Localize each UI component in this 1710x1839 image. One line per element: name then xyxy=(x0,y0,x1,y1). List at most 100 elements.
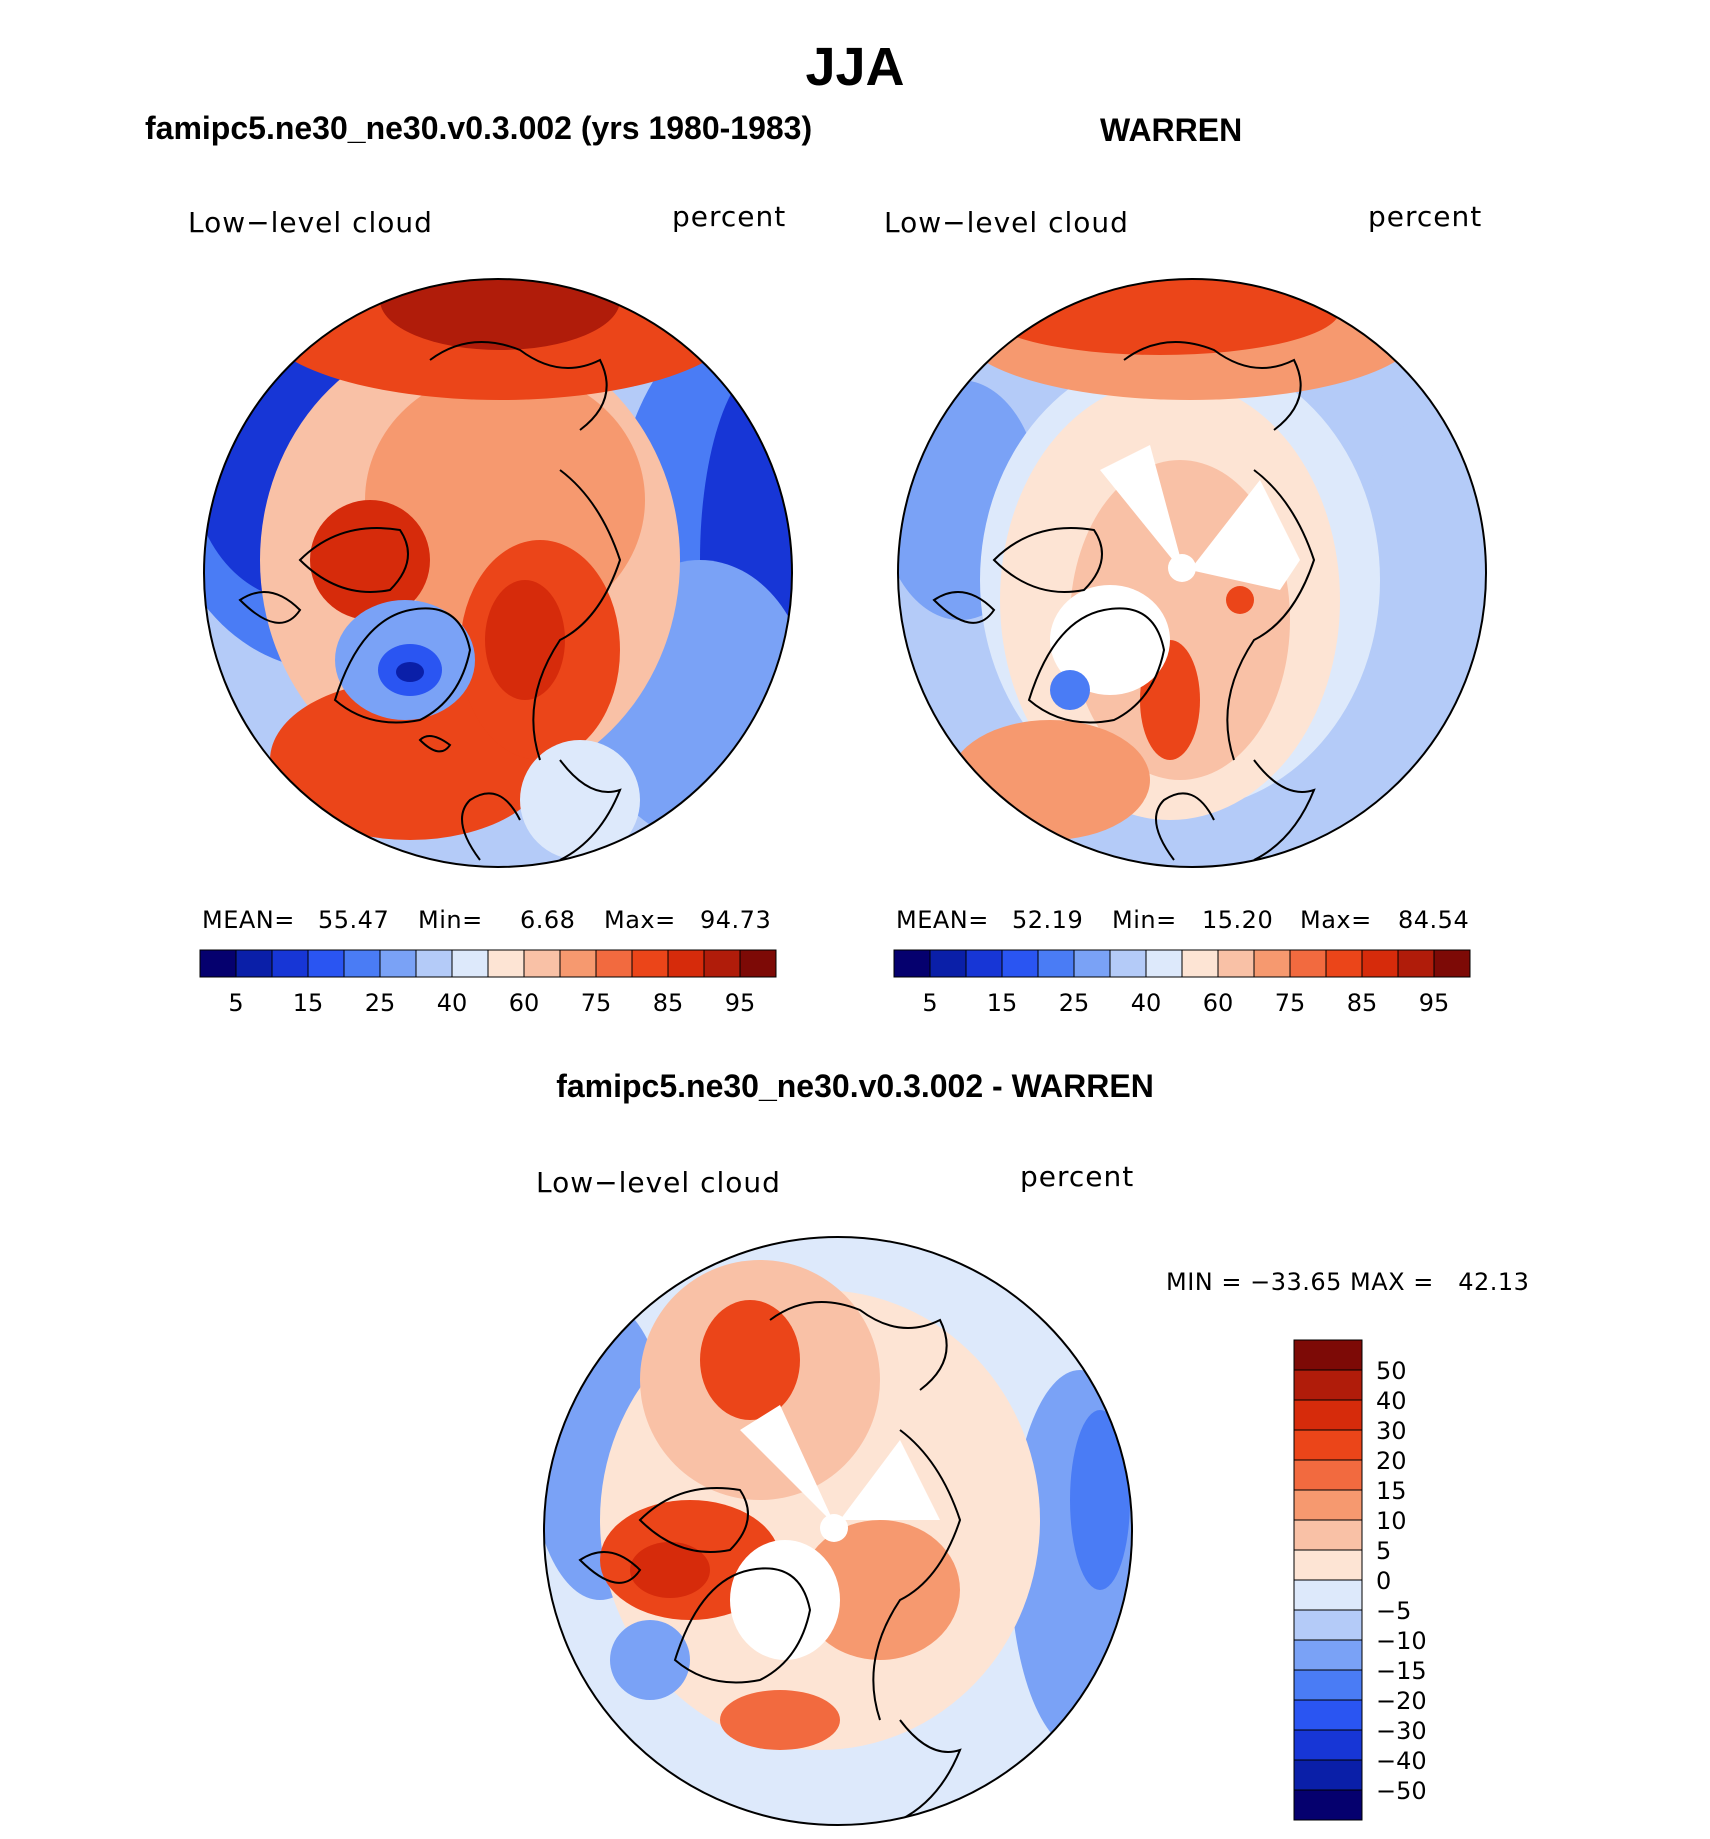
panel-1-mean-value: 55.47 xyxy=(318,906,390,934)
panel-1-colorbar-tick-label: 25 xyxy=(365,989,396,1017)
panel-3-colorbar-tick-label: 10 xyxy=(1376,1507,1407,1535)
panel-3-colorbar-swatch xyxy=(1293,1339,1363,1371)
panel-1-max-value: 94.73 xyxy=(700,906,772,934)
panel-1-colorbar-swatch xyxy=(307,949,345,978)
panel-3-colorbar-tick-label: −20 xyxy=(1376,1687,1427,1715)
panel-3-colorbar-swatch xyxy=(1293,1459,1363,1491)
panel-2-colorbar-swatch xyxy=(1253,949,1291,978)
panel-1-colorbar-swatch xyxy=(523,949,561,978)
panel-1-min-label: Min= xyxy=(418,906,483,934)
panel-2-colorbar-swatch xyxy=(1073,949,1111,978)
panel-1-colorbar-swatch xyxy=(343,949,381,978)
panel-1-colorbar-swatch xyxy=(487,949,525,978)
panel-2-colorbar-tick-label: 85 xyxy=(1347,989,1378,1017)
panel-3-colorbar-swatch xyxy=(1293,1489,1363,1521)
panel-1-colorbar-swatch xyxy=(667,949,705,978)
panel-2-colorbar-swatch xyxy=(1217,949,1255,978)
panel-3-colorbar-swatch xyxy=(1293,1579,1363,1611)
panel-2-colorbar-swatch xyxy=(1109,949,1147,978)
panel-2-mean-label: MEAN= xyxy=(896,906,989,934)
panel-1-colorbar-swatch xyxy=(703,949,741,978)
panel-1-title: famipc5.ne30_ne30.v0.3.002 (yrs 1980-198… xyxy=(145,110,813,146)
panel-1-colorbar-swatch xyxy=(271,949,309,978)
panel-2-colorbar-swatch xyxy=(1001,949,1039,978)
panel-3-colorbar-swatch xyxy=(1293,1549,1363,1581)
panel-3-colorbar-swatch xyxy=(1293,1759,1363,1791)
panel-1-colorbar-swatch xyxy=(739,949,777,978)
panel-3-colorbar-tick-label: 50 xyxy=(1376,1357,1407,1385)
panel-3-colorbar-tick-label: 30 xyxy=(1376,1417,1407,1445)
panel-3-colorbar-tick-label: 20 xyxy=(1376,1447,1407,1475)
panel-2-mean-value: 52.19 xyxy=(1012,906,1084,934)
panel-1-colorbar-tick-label: 95 xyxy=(725,989,756,1017)
panel-3-colorbar-swatch xyxy=(1293,1669,1363,1701)
panel-1-colorbar-swatch xyxy=(415,949,453,978)
panel-2-colorbar: 5 15 25 40 60 75 85 95 xyxy=(893,949,1471,1017)
panel-1-colorbar-swatch xyxy=(199,949,237,978)
panel-3-map-border xyxy=(543,1236,1133,1826)
panel-3-colorbar-tick-label: −10 xyxy=(1376,1627,1427,1655)
panel-3-colorbar-swatch xyxy=(1293,1789,1363,1821)
panel-2-min-value: 15.20 xyxy=(1202,906,1274,934)
panel-3-colorbar-swatch xyxy=(1293,1699,1363,1731)
panel-2-colorbar-swatch xyxy=(893,949,931,978)
panel-3-colorbar-tick-label: 5 xyxy=(1376,1537,1391,1565)
panel-2-colorbar-swatch xyxy=(1433,949,1471,978)
panel-2-colorbar-tick-label: 40 xyxy=(1131,989,1162,1017)
panel-1-colorbar-swatch xyxy=(559,949,597,978)
panel-3-colorbar-tick-label: −50 xyxy=(1376,1777,1427,1805)
panel-2-max-value: 84.54 xyxy=(1398,906,1470,934)
panel-3-variable: Low−level cloud xyxy=(536,1166,781,1199)
panel-2-min-label: Min= xyxy=(1112,906,1177,934)
panel-3-colorbar-swatch xyxy=(1293,1519,1363,1551)
panel-1-colorbar-tick-label: 60 xyxy=(509,989,540,1017)
panel-2-colorbar-swatch xyxy=(1037,949,1075,978)
panel-1-colorbar-swatch xyxy=(631,949,669,978)
panel-3-colorbar-swatch xyxy=(1293,1399,1363,1431)
panel-3-colorbar-tick-label: 0 xyxy=(1376,1567,1391,1595)
panel-1-colorbar-tick-label: 5 xyxy=(228,989,243,1017)
panel-3-colorbar-swatch xyxy=(1293,1609,1363,1641)
panel-3-colorbar-tick-label: 15 xyxy=(1376,1477,1407,1505)
panel-1-colorbar-tick-label: 40 xyxy=(437,989,468,1017)
panel-3-title: famipc5.ne30_ne30.v0.3.002 - WARREN xyxy=(556,1068,1154,1104)
panel-2-variable: Low−level cloud xyxy=(884,206,1129,239)
panel-3-colorbar-tick-label: −5 xyxy=(1376,1597,1411,1625)
panel-2-colorbar-tick-label: 75 xyxy=(1275,989,1306,1017)
panel-2-colorbar-swatch xyxy=(929,949,967,978)
panel-2-colorbar-swatch xyxy=(965,949,1003,978)
panel-1-colorbar-tick-label: 85 xyxy=(653,989,684,1017)
panel-3-colorbar-swatch xyxy=(1293,1729,1363,1761)
panel-1-colorbar-swatch xyxy=(235,949,273,978)
panel-1-max-label: Max= xyxy=(604,906,676,934)
figure-title: JJA xyxy=(805,37,905,97)
panel-1-colorbar-tick-label: 15 xyxy=(293,989,324,1017)
panel-1-colorbar-swatch xyxy=(595,949,633,978)
panel-2-colorbar-swatch xyxy=(1325,949,1363,978)
panel-3-colorbar-swatch xyxy=(1293,1639,1363,1671)
panel-1-colorbar-swatch xyxy=(451,949,489,978)
panel-1-colorbar: 5 15 25 40 60 75 85 95 xyxy=(199,949,777,1017)
panel-2-colorbar-tick-label: 60 xyxy=(1203,989,1234,1017)
panel-3-colorbar-swatch xyxy=(1293,1369,1363,1401)
panel-1-map xyxy=(204,279,792,867)
panel-2-colorbar-tick-label: 95 xyxy=(1419,989,1450,1017)
panel-1-variable: Low−level cloud xyxy=(188,206,433,239)
panel-3-units: percent xyxy=(1020,1160,1135,1193)
panel-2-colorbar-swatch xyxy=(1145,949,1183,978)
panel-2-colorbar-tick-label: 5 xyxy=(922,989,937,1017)
panel-2-colorbar-tick-label: 25 xyxy=(1059,989,1090,1017)
panel-2-colorbar-swatch xyxy=(1397,949,1435,978)
panel-2-title: WARREN xyxy=(1100,112,1243,148)
panel-3-colorbar-tick-label: 40 xyxy=(1376,1387,1407,1415)
panel-1-min-value: 6.68 xyxy=(520,906,576,934)
panel-2-units: percent xyxy=(1368,200,1483,233)
panel-2-map xyxy=(898,279,1486,867)
panel-3-colorbar-swatch xyxy=(1293,1429,1363,1461)
panel-1-mean-label: MEAN= xyxy=(202,906,295,934)
panel-3-colorbar-tick-label: −15 xyxy=(1376,1657,1427,1685)
panel-2-colorbar-swatch xyxy=(1361,949,1399,978)
panel-1-map-border xyxy=(203,278,793,868)
panel-2-colorbar-swatch xyxy=(1289,949,1327,978)
